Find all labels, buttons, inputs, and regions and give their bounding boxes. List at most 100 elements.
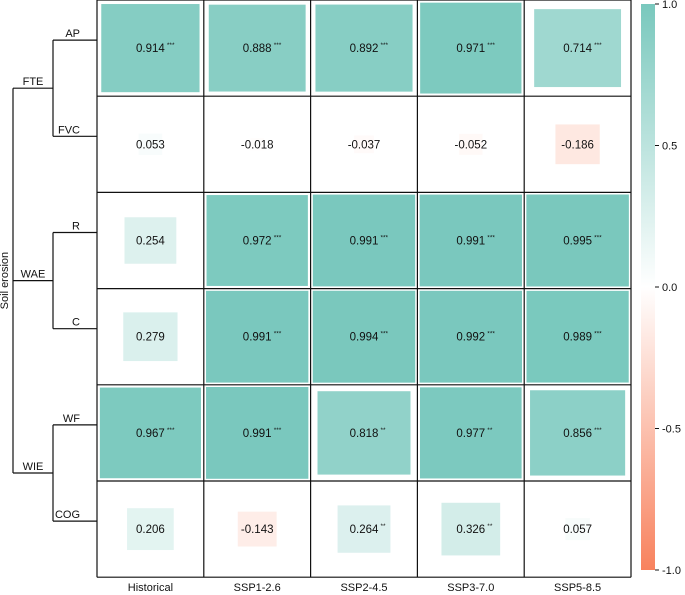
cell-value-label: 0.206 [136, 524, 165, 536]
cell-value-label: 0.972 [243, 236, 272, 248]
group-label: WAE [21, 269, 46, 281]
cell-value-label: 0.714 [563, 43, 592, 55]
colorbar: 1.0 0.5 0.0 -0.5 -1.0 [641, 0, 681, 577]
cell-value-label: 0.892 [350, 43, 379, 55]
group-label: FTE [23, 76, 44, 88]
dendrogram: AP FVC FTE R C WAE WF COG WIE Soil erosion [0, 28, 97, 522]
cell-value-label: 0.818 [350, 428, 379, 440]
x-axis-tick-labels: Historical SSP1-2.6 SSP2-4.5 SSP3-7.0 SSP5-8… [128, 582, 601, 594]
row-label: COG [55, 509, 80, 521]
heatmap-cell-c-historical [123, 312, 178, 362]
significance-marker: *** [594, 42, 602, 49]
cell-value-label: 0.991 [350, 236, 379, 248]
significance-marker: ** [381, 523, 387, 530]
cell-value-label: 0.254 [136, 236, 165, 248]
cell-value-label: 0.989 [563, 332, 592, 344]
heatmap-cell-fvc-historical [138, 133, 163, 155]
heatmap-cell-r-ssp2-4.5 [312, 194, 416, 287]
heatmap-cell-ap-ssp1-2.6 [208, 4, 306, 92]
significance-marker: ** [487, 523, 493, 530]
colorbar-tick-label: -1.0 [662, 565, 681, 577]
heatmap-value-labels: 0.914 *** 0.888 *** 0.892 *** 0.971 *** 0.714 ***… [136, 42, 602, 536]
significance-marker: ** [487, 427, 493, 434]
colorbar-tick-label: -0.5 [662, 424, 681, 436]
heatmap-cell-wf-ssp2-4.5 [317, 391, 411, 475]
row-label: AP [65, 28, 80, 40]
cell-value-label: 0.991 [243, 332, 272, 344]
x-tick-label: SSP3-7.0 [447, 582, 494, 594]
cell-value-label: -0.186 [561, 139, 594, 151]
row-label: WF [63, 413, 80, 425]
cell-value-label: -0.018 [241, 139, 274, 151]
heatmap-cell-fvc-ssp1-2.6 [250, 138, 265, 151]
significance-marker: *** [594, 331, 602, 338]
cell-value-label: 0.326 [456, 524, 485, 536]
heatmap-grid [96, 0, 632, 578]
significance-marker: *** [274, 42, 282, 49]
cell-value-label: 0.995 [563, 236, 592, 248]
heatmap-cell-cog-ssp3-7.0 [441, 502, 501, 556]
cell-value-label: 0.992 [456, 332, 485, 344]
cell-value-label: 0.053 [136, 139, 165, 151]
cell-value-label: 0.991 [456, 236, 485, 248]
heatmap-cell-wf-ssp1-2.6 [206, 387, 309, 479]
heatmap-cell-cog-ssp1-2.6 [237, 511, 277, 547]
cell-value-label: 0.057 [563, 524, 592, 536]
heatmap-cell-cog-ssp2-4.5 [337, 505, 391, 553]
cell-value-label: 0.967 [136, 428, 165, 440]
significance-marker: *** [381, 235, 389, 242]
significance-marker: *** [274, 331, 282, 338]
heatmap-cells [99, 2, 629, 556]
significance-marker: *** [594, 427, 602, 434]
heatmap-cell-r-ssp1-2.6 [206, 195, 308, 286]
heatmap-cell-ap-historical [101, 4, 200, 93]
dendrogram-root-label: Soil erosion [0, 252, 11, 309]
heatmap-cell-wf-ssp5-8.5 [530, 390, 626, 476]
heatmap-cell-c-ssp5-8.5 [526, 290, 629, 383]
row-label: FVC [58, 124, 80, 136]
heatmap-cell-c-ssp1-2.6 [206, 290, 309, 383]
significance-marker: ** [381, 427, 387, 434]
heatmap-cell-fvc-ssp5-8.5 [555, 124, 600, 165]
significance-marker: *** [381, 42, 389, 49]
cell-value-label: -0.052 [454, 139, 487, 151]
cell-value-label: 0.994 [350, 332, 379, 344]
cell-value-label: 0.977 [456, 428, 485, 440]
significance-marker: *** [487, 42, 495, 49]
cell-value-label: 0.991 [243, 428, 272, 440]
heatmap-cell-cog-historical [127, 508, 174, 551]
significance-marker: *** [487, 331, 495, 338]
significance-marker: *** [167, 42, 175, 49]
significance-marker: *** [167, 427, 175, 434]
significance-marker: *** [274, 235, 282, 242]
x-tick-label: Historical [128, 582, 173, 594]
x-tick-label: SSP5-8.5 [554, 582, 601, 594]
colorbar-tick-label: 1.0 [662, 0, 677, 11]
heatmap-cell-r-historical [124, 217, 177, 264]
colorbar-tick-label: 0.0 [662, 282, 677, 294]
significance-marker: *** [594, 235, 602, 242]
cell-value-label: -0.143 [241, 524, 274, 536]
heatmap-cell-ap-ssp5-8.5 [534, 9, 622, 88]
cell-value-label: 0.264 [350, 524, 379, 536]
heatmap-cell-r-ssp5-8.5 [526, 194, 629, 287]
colorbar-gradient [641, 4, 655, 570]
cell-value-label: 0.888 [243, 43, 272, 55]
heatmap-cell-ap-ssp3-7.0 [420, 2, 522, 94]
cell-value-label: 0.914 [136, 43, 165, 55]
cell-value-label: 0.971 [456, 43, 485, 55]
heatmap-cell-wf-ssp3-7.0 [419, 387, 522, 479]
row-label: R [72, 221, 80, 233]
heatmap-cell-c-ssp2-4.5 [312, 290, 416, 383]
heatmap-cell-fvc-ssp3-7.0 [459, 133, 483, 155]
heatmap-cell-wf-historical [99, 387, 201, 479]
heatmap-cell-r-ssp3-7.0 [419, 194, 522, 287]
row-label: C [72, 317, 80, 329]
x-tick-label: SSP1-2.6 [234, 582, 281, 594]
x-tick-label: SSP2-4.5 [340, 582, 387, 594]
group-label: WIE [23, 461, 44, 473]
heatmap-cell-c-ssp3-7.0 [419, 290, 522, 383]
cell-value-label: 0.279 [136, 332, 165, 344]
significance-marker: *** [274, 427, 282, 434]
